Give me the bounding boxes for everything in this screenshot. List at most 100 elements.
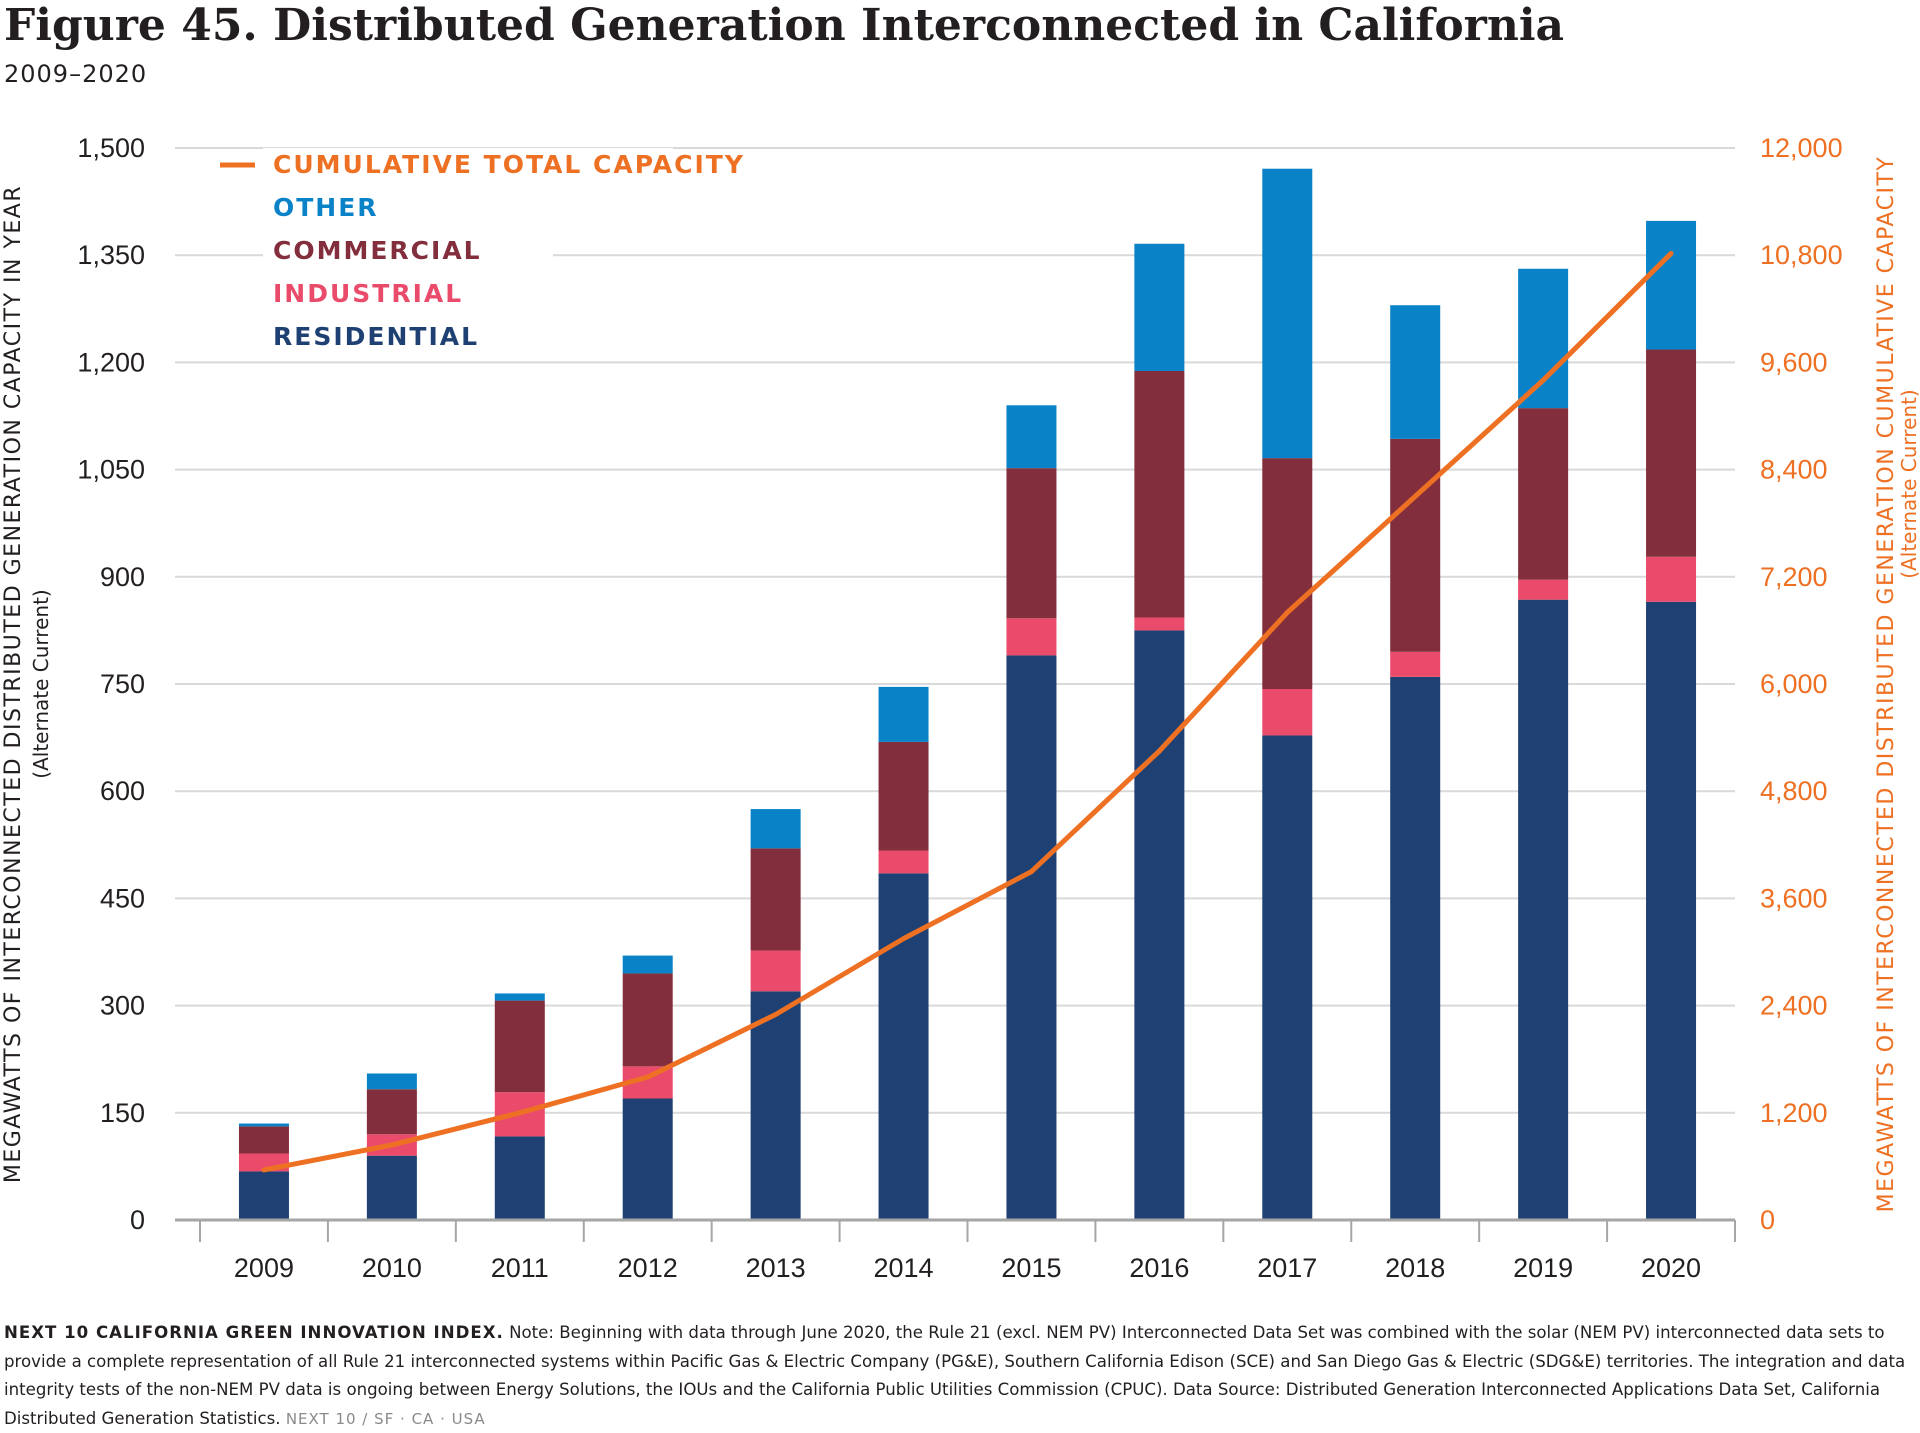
legend-bg (263, 191, 513, 225)
bar-residential (878, 873, 929, 1220)
y-right-tick-label: 1,200 (1760, 1098, 1828, 1128)
y-right-tick-label: 0 (1760, 1205, 1775, 1235)
y-right-tick-label: 8,400 (1760, 455, 1828, 485)
y-right-tick-label: 3,600 (1760, 883, 1828, 913)
legend-item-label: COMMERCIAL (273, 236, 482, 265)
y-left-tick-label: 1,350 (77, 240, 145, 270)
bar-commercial (1006, 468, 1057, 619)
y-right-axis-subtitle: (Alternate Current) (1897, 389, 1920, 578)
bar-other (366, 1073, 417, 1090)
x-tick-label: 2012 (618, 1253, 678, 1283)
grid-lines (175, 147, 1735, 1114)
axis-labels: MEGAWATTS OF INTERCONNECTED DISTRIBUTED … (1, 156, 1920, 1213)
stacked-bar-chart: 0 150 300 450 600 750 900 1,050 1,200 1,350 1,500 0… (1, 133, 1920, 1283)
y-right-tick-label: 10,800 (1760, 240, 1843, 270)
bar-commercial (750, 848, 801, 951)
bar-residential (750, 991, 801, 1220)
bar-residential (1006, 655, 1057, 1220)
y-right-tick-label: 2,400 (1760, 991, 1828, 1021)
footnote: NEXT 10 CALIFORNIA GREEN INNOVATION INDE… (4, 1319, 1916, 1433)
bar-commercial (622, 973, 673, 1067)
bar-commercial (1134, 370, 1185, 618)
y-left-tick-label: 750 (100, 669, 145, 699)
bar-other (1390, 305, 1441, 439)
y-left-tick-label: 300 (100, 991, 145, 1021)
bar-industrial (1646, 556, 1697, 602)
bar-residential (1518, 599, 1569, 1220)
bar-other (1646, 220, 1697, 350)
bar-commercial (1646, 349, 1697, 557)
bar-commercial (1390, 438, 1441, 652)
x-tick-label: 2015 (1001, 1253, 1061, 1283)
y-right-tick-label: 12,000 (1760, 133, 1843, 163)
y-right-tick-label: 6,000 (1760, 669, 1828, 699)
bar-other (878, 686, 929, 742)
bar-residential (1134, 630, 1185, 1220)
bar-other (1134, 243, 1185, 371)
x-tick-label: 2019 (1513, 1253, 1573, 1283)
bar-commercial (238, 1126, 289, 1154)
bar-commercial (1262, 458, 1313, 690)
bar-industrial (1390, 651, 1441, 677)
legend-item-label: OTHER (273, 193, 379, 222)
legend-bg (263, 234, 553, 268)
bar-other (238, 1123, 289, 1127)
x-tick-label: 2009 (234, 1253, 294, 1283)
cumulative-line-path (261, 250, 1674, 1173)
footnote-tail: NEXT 10 / SF · CA · USA (285, 1409, 486, 1428)
y-left-tick-label: 1,500 (77, 133, 145, 163)
figure-title: Figure 45. Distributed Generation Interc… (4, 0, 1565, 51)
x-tick-label: 2011 (491, 1253, 549, 1283)
bar-other (1006, 405, 1057, 469)
bar-residential (366, 1155, 417, 1220)
axes: 0 150 300 450 600 750 900 1,050 1,200 1,350 1,500 0… (77, 133, 1842, 1283)
y-right-tick-label: 7,200 (1760, 562, 1828, 592)
y-left-tick-label: 1,050 (77, 455, 145, 485)
figure-subtitle: 2009–2020 (4, 60, 148, 88)
x-tick-label: 2018 (1385, 1253, 1445, 1283)
legend: CUMULATIVE TOTAL CAPACITY OTHER COMMERCIAL… (220, 148, 745, 354)
bar-commercial (878, 741, 929, 851)
footnote-text: Note: Beginning with data through June 2… (4, 1323, 1906, 1428)
bar-industrial (1518, 579, 1569, 600)
x-tick-label: 2010 (362, 1253, 422, 1283)
cumulative-line (261, 250, 1674, 1173)
bar-industrial (878, 850, 929, 874)
legend-bg (263, 148, 673, 182)
bar-commercial (1518, 408, 1569, 580)
bar-other (622, 955, 673, 974)
legend-item-label: CUMULATIVE TOTAL CAPACITY (273, 150, 745, 179)
y-left-tick-label: 600 (100, 776, 145, 806)
y-left-tick-label: 150 (100, 1098, 145, 1128)
bar-residential (1262, 735, 1313, 1220)
x-tick-label: 2013 (746, 1253, 806, 1283)
bar-industrial (750, 950, 801, 992)
x-tick-label: 2016 (1129, 1253, 1189, 1283)
bar-other (1262, 168, 1313, 459)
bar-industrial (1262, 689, 1313, 736)
y-right-axis-title: MEGAWATTS OF INTERCONNECTED DISTRIBUTED … (1874, 156, 1899, 1213)
legend-item-label: INDUSTRIAL (273, 279, 463, 308)
x-tick-label: 2014 (874, 1253, 934, 1283)
x-tick-label: 2017 (1257, 1253, 1317, 1283)
bar-residential (238, 1171, 289, 1220)
bar-other (750, 809, 801, 849)
bar-commercial (494, 1000, 545, 1093)
bar-residential (494, 1136, 545, 1220)
bars (238, 168, 1697, 1220)
bar-other (494, 993, 545, 1001)
y-right-tick-label: 9,600 (1760, 347, 1828, 377)
bar-residential (622, 1098, 673, 1220)
y-left-tick-label: 900 (100, 562, 145, 592)
legend-bg (263, 320, 561, 354)
y-left-axis-subtitle: (Alternate Current) (29, 589, 53, 778)
bar-residential (1390, 676, 1441, 1220)
legend-bg (263, 277, 553, 311)
y-right-tick-label: 4,800 (1760, 776, 1828, 806)
y-left-tick-label: 450 (100, 883, 145, 913)
bar-industrial (1134, 617, 1185, 631)
legend-item-label: RESIDENTIAL (273, 322, 479, 351)
y-left-axis-title: MEGAWATTS OF INTERCONNECTED DISTRIBUTED … (1, 185, 26, 1183)
footnote-brand: NEXT 10 CALIFORNIA GREEN INNOVATION INDE… (4, 1323, 504, 1342)
bar-commercial (366, 1089, 417, 1135)
